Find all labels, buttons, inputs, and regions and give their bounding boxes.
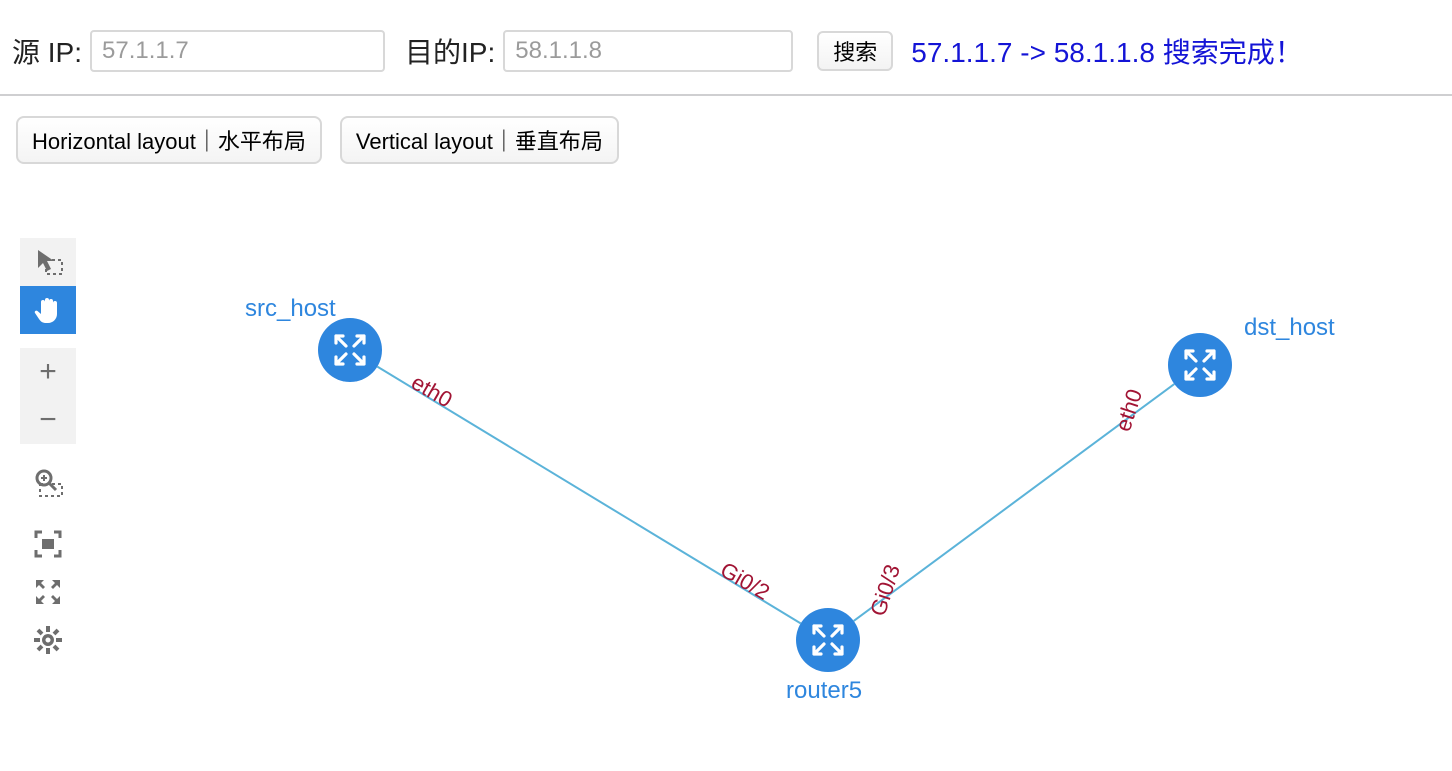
topology-node[interactable]: dst_host xyxy=(1168,314,1335,397)
port-label: eth0 xyxy=(1110,386,1147,434)
search-button[interactable]: 搜索 xyxy=(817,31,893,71)
layout-buttons-row: Horizontal layout｜水平布局 Vertical layout｜垂… xyxy=(0,96,1452,174)
horizontal-layout-button[interactable]: Horizontal layout｜水平布局 xyxy=(16,116,322,164)
port-label: eth0 xyxy=(407,369,457,412)
node-label: router5 xyxy=(786,677,862,704)
src-ip-input[interactable] xyxy=(90,30,385,72)
search-bar: 源 IP: 目的IP: 搜索 57.1.1.7 -> 58.1.1.8 搜索完成… xyxy=(0,0,1452,96)
node-label: src_host xyxy=(245,295,336,322)
vertical-layout-button[interactable]: Vertical layout｜垂直布局 xyxy=(340,116,619,164)
src-ip-label: 源 IP: xyxy=(12,31,82,71)
search-status: 57.1.1.7 -> 58.1.1.8 搜索完成！ xyxy=(911,31,1302,71)
dst-ip-label: 目的IP: xyxy=(405,31,495,71)
node-label: dst_host xyxy=(1244,314,1335,341)
port-label: Gi0/2 xyxy=(716,557,774,605)
dst-ip-input[interactable] xyxy=(503,30,793,72)
port-label: Gi0/3 xyxy=(865,561,905,619)
topology-node[interactable]: src_host xyxy=(245,295,382,382)
topology-svg: eth0 Gi0/2 Gi0/3 eth0 src_host router5 dst_hos… xyxy=(0,175,1452,766)
topology-canvas[interactable]: eth0 Gi0/2 Gi0/3 eth0 src_host router5 dst_hos… xyxy=(0,175,1452,766)
